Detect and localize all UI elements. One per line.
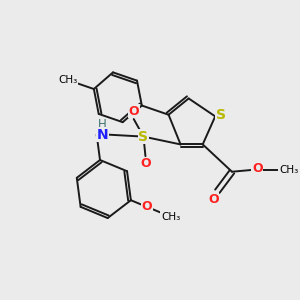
Text: O: O: [252, 162, 263, 175]
Text: CH₃: CH₃: [161, 212, 180, 222]
Text: H: H: [98, 118, 107, 131]
Text: O: O: [142, 200, 152, 213]
Text: CH₃: CH₃: [58, 75, 78, 85]
Text: O: O: [208, 193, 219, 206]
Text: O: O: [140, 158, 151, 170]
Text: S: S: [139, 130, 148, 144]
Text: S: S: [216, 108, 226, 122]
Text: O: O: [128, 105, 139, 118]
Text: CH₃: CH₃: [279, 165, 298, 175]
Text: N: N: [97, 128, 108, 142]
